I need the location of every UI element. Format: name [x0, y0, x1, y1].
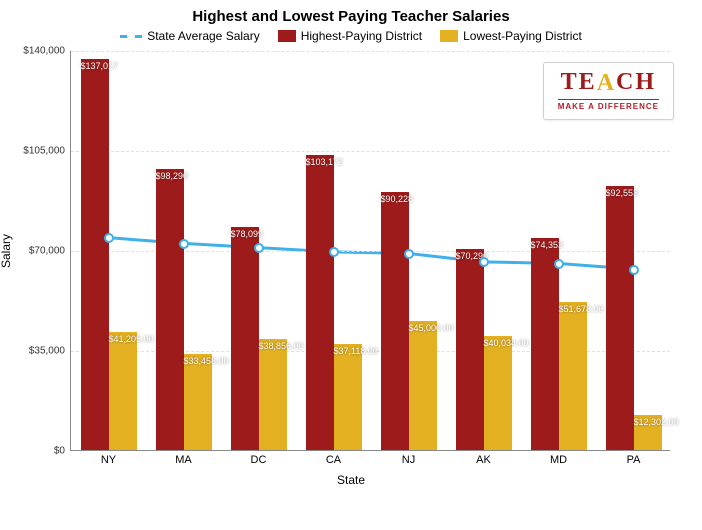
bar-label: $90,228 — [381, 194, 409, 204]
x-tick: MA — [175, 450, 192, 466]
bar-lowest: $51,678.00 — [559, 302, 587, 450]
brand-a: A — [597, 70, 616, 97]
bar-label: $45,000.00 — [409, 323, 437, 333]
avg-marker — [404, 249, 414, 259]
bar-label: $38,856.00 — [259, 341, 287, 351]
bar-highest: $70,290 — [456, 249, 484, 450]
y-tick: $70,000 — [29, 246, 71, 257]
avg-marker — [479, 257, 489, 267]
legend-item-lowest: Lowest-Paying District — [440, 29, 582, 43]
brand-logo: TEACH MAKE A DIFFERENCE — [543, 62, 674, 120]
square-icon — [440, 30, 458, 42]
bar-label: $98,290 — [156, 171, 184, 181]
legend-label: Highest-Paying District — [301, 29, 422, 43]
legend-item-highest: Highest-Paying District — [278, 29, 422, 43]
brand-divider — [558, 99, 659, 100]
bar-label: $40,034.00 — [484, 338, 512, 348]
x-axis-label: State — [0, 473, 702, 487]
avg-marker — [179, 239, 189, 249]
bar-highest: $98,290 — [156, 169, 184, 450]
avg-marker — [104, 233, 114, 243]
bar-label: $33,458.00 — [184, 356, 212, 366]
bar-label: $74,353 — [531, 240, 559, 250]
legend-label: State Average Salary — [147, 29, 260, 43]
bar-highest: $103,172 — [306, 155, 334, 450]
line-marker-icon — [120, 31, 142, 41]
bar-lowest: $38,856.00 — [259, 339, 287, 450]
y-tick: $0 — [54, 446, 71, 457]
legend: State Average Salary Highest-Paying Dist… — [0, 29, 702, 43]
x-tick: CA — [326, 450, 341, 466]
legend-label: Lowest-Paying District — [463, 29, 582, 43]
bar-highest: $92,553 — [606, 186, 634, 450]
bar-lowest: $33,458.00 — [184, 354, 212, 450]
x-tick: NJ — [402, 450, 415, 466]
y-tick: $35,000 — [29, 346, 71, 357]
bar-highest: $78,099 — [231, 227, 259, 450]
bar-lowest: $12,302.00 — [634, 415, 662, 450]
legend-item-average: State Average Salary — [120, 29, 260, 43]
bar-lowest: $41,205.00 — [109, 332, 137, 450]
gridline — [71, 151, 670, 152]
brand-subtext: MAKE A DIFFERENCE — [558, 102, 659, 111]
bar-label: $137,017 — [81, 61, 109, 71]
x-tick: PA — [627, 450, 641, 466]
bar-lowest: $40,034.00 — [484, 336, 512, 450]
bar-label: $92,553 — [606, 188, 634, 198]
y-tick: $105,000 — [23, 146, 71, 157]
bar-label: $12,302.00 — [634, 417, 662, 427]
bar-label: $51,678.00 — [559, 304, 587, 314]
chart-title: Highest and Lowest Paying Teacher Salari… — [0, 0, 702, 25]
avg-marker — [554, 259, 564, 269]
bar-lowest: $45,000.00 — [409, 321, 437, 450]
brand-pre: TE — [561, 69, 597, 95]
bar-label: $41,205.00 — [109, 334, 137, 344]
x-tick: MD — [550, 450, 567, 466]
bar-label: $78,099 — [231, 229, 259, 239]
brand-text: TEACH — [558, 69, 659, 96]
gridline — [71, 51, 670, 52]
bar-highest: $74,353 — [531, 238, 559, 450]
bar-label: $37,118.00 — [334, 346, 362, 356]
avg-marker — [329, 247, 339, 257]
avg-marker — [254, 243, 264, 253]
bar-lowest: $37,118.00 — [334, 344, 362, 450]
square-icon — [278, 30, 296, 42]
brand-post: CH — [616, 69, 656, 95]
bar-highest: $90,228 — [381, 192, 409, 450]
y-axis-label: Salary — [0, 234, 13, 268]
y-tick: $140,000 — [23, 46, 71, 57]
bar-label: $103,172 — [306, 157, 334, 167]
x-tick: AK — [476, 450, 491, 466]
bar-highest: $137,017 — [81, 59, 109, 450]
avg-marker — [629, 265, 639, 275]
x-tick: DC — [251, 450, 267, 466]
x-tick: NY — [101, 450, 116, 466]
